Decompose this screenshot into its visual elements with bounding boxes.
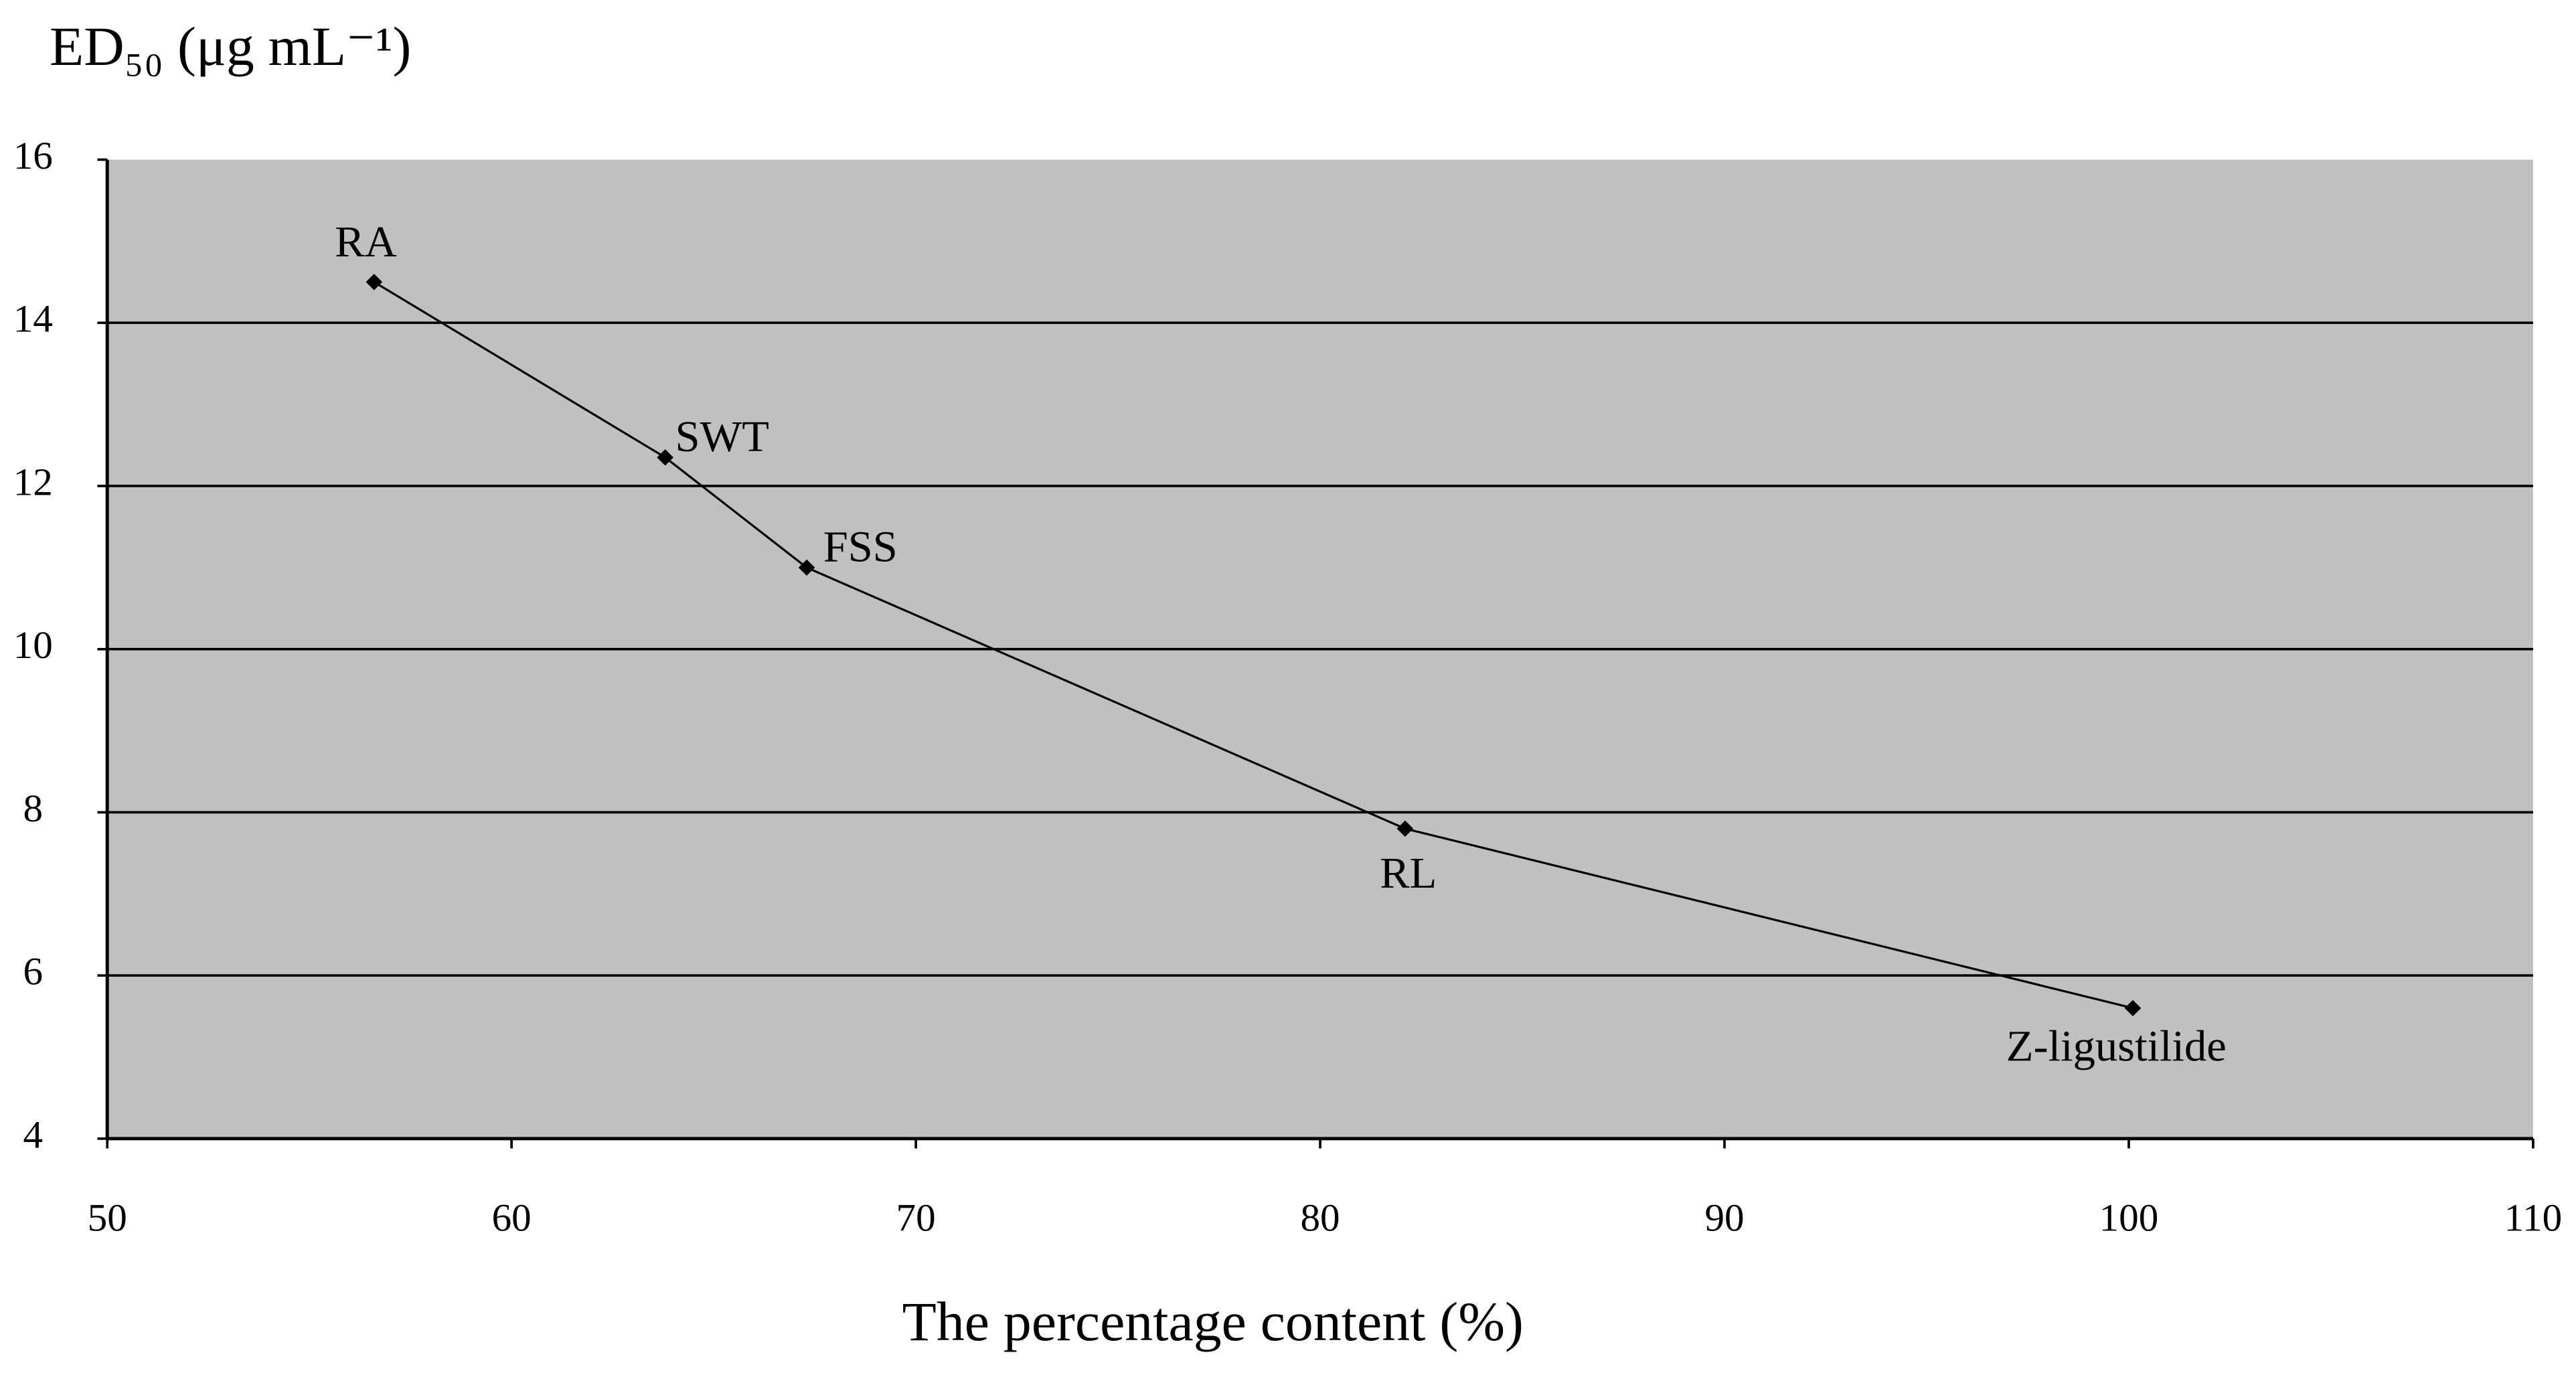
point-marker (2124, 999, 2142, 1017)
point-marker (798, 559, 815, 576)
y-axis-title: ED₅₀ (μg mL⁻¹) (50, 16, 411, 77)
point-label: SWT (675, 412, 769, 461)
point-marker (366, 274, 383, 291)
x-tick-label: 100 (2099, 1196, 2159, 1240)
x-tick-label: 70 (896, 1196, 936, 1240)
x-axis-title: The percentage content (%) (902, 1292, 1524, 1353)
x-tick-label: 60 (492, 1196, 532, 1240)
y-tick-label: 12 (13, 461, 53, 504)
x-tick-label: 110 (2504, 1196, 2563, 1240)
x-tick-label: 80 (1300, 1196, 1340, 1240)
x-tick-label: 90 (1704, 1196, 1744, 1240)
y-tick-label: 4 (23, 1113, 44, 1157)
y-tick-label: 16 (13, 134, 53, 177)
point-marker (657, 449, 674, 466)
y-tick-label: 10 (13, 623, 53, 667)
x-tick-label: 50 (88, 1196, 127, 1240)
y-tick-label: 6 (23, 950, 44, 993)
point-label: FSS (823, 523, 898, 572)
y-tick-label: 8 (23, 787, 44, 830)
point-label: Z-ligustilide (2006, 1022, 2227, 1071)
point-label: RA (335, 218, 397, 266)
point-marker (1396, 820, 1414, 837)
point-label: RL (1380, 849, 1437, 898)
y-tick-label: 14 (13, 297, 53, 341)
